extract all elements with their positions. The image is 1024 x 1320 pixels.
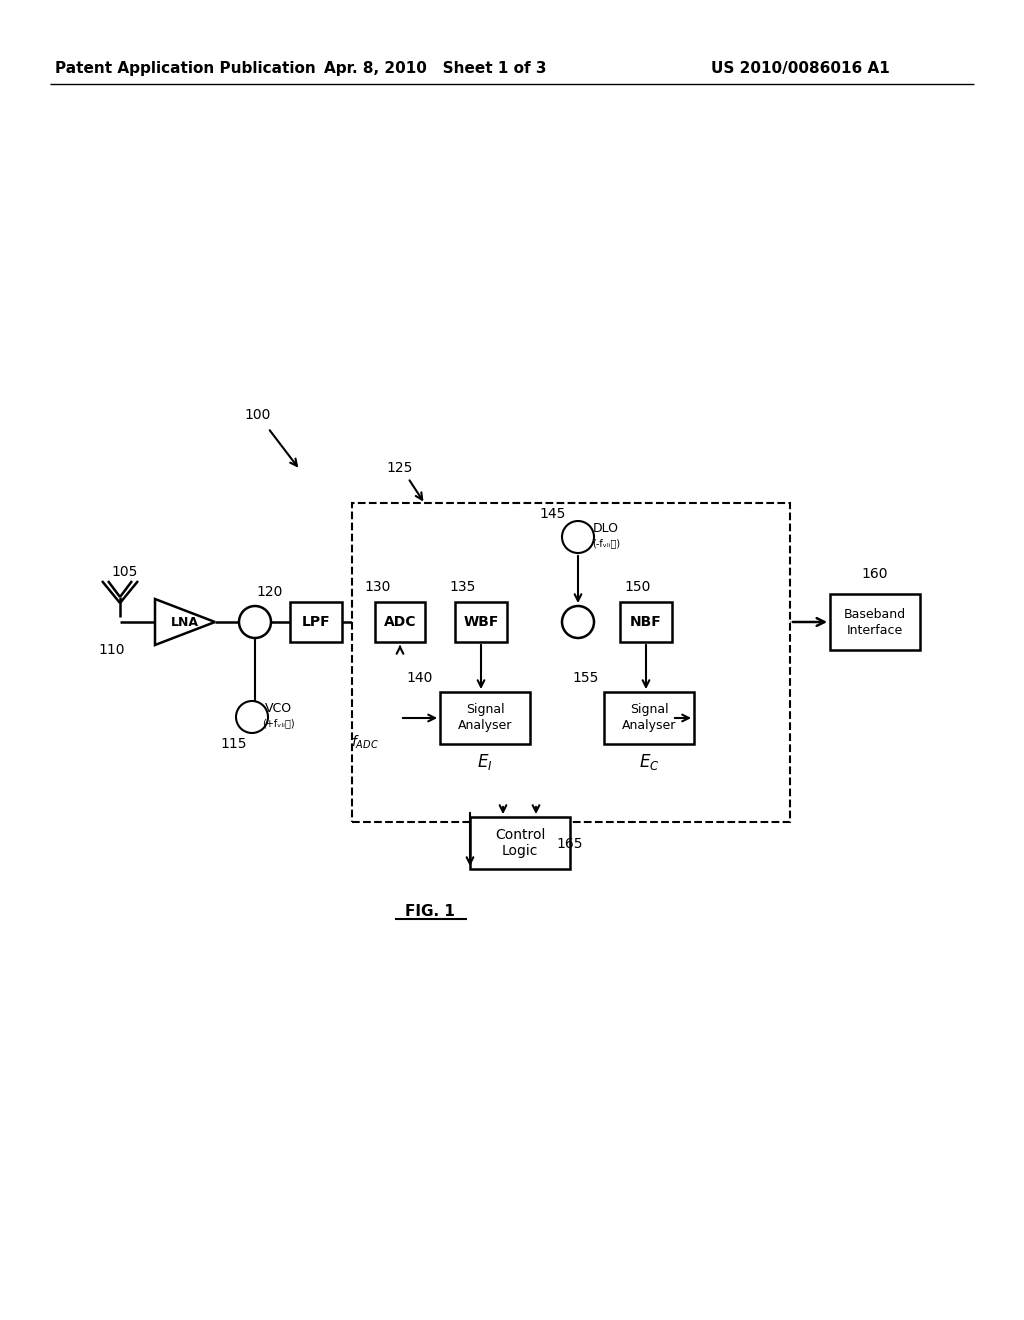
Circle shape bbox=[562, 606, 594, 638]
Text: 150: 150 bbox=[625, 579, 651, 594]
Text: 165: 165 bbox=[557, 837, 584, 851]
Text: 105: 105 bbox=[112, 565, 138, 579]
Text: Interface: Interface bbox=[847, 623, 903, 636]
Text: $E_I$: $E_I$ bbox=[477, 752, 493, 772]
Bar bbox=[620, 602, 672, 642]
Bar bbox=[604, 692, 694, 744]
Text: ADC: ADC bbox=[384, 615, 416, 630]
Text: NBF: NBF bbox=[630, 615, 662, 630]
Text: 140: 140 bbox=[407, 671, 433, 685]
Bar bbox=[470, 817, 570, 869]
Text: US 2010/0086016 A1: US 2010/0086016 A1 bbox=[711, 61, 890, 75]
Text: 160: 160 bbox=[862, 568, 888, 581]
Text: 125: 125 bbox=[387, 461, 414, 475]
Text: Patent Application Publication: Patent Application Publication bbox=[54, 61, 315, 75]
Text: 130: 130 bbox=[365, 579, 391, 594]
Bar bbox=[375, 602, 425, 642]
Circle shape bbox=[239, 606, 271, 638]
Text: (-fᵥₗᵢ⁦): (-fᵥₗᵢ⁦) bbox=[592, 539, 621, 548]
Polygon shape bbox=[155, 599, 215, 645]
Text: Control: Control bbox=[495, 828, 545, 842]
Text: LNA: LNA bbox=[171, 615, 199, 628]
Text: 145: 145 bbox=[540, 507, 566, 521]
Text: $E_C$: $E_C$ bbox=[639, 752, 659, 772]
Text: FIG. 1: FIG. 1 bbox=[406, 904, 455, 920]
Circle shape bbox=[236, 701, 268, 733]
Text: Analyser: Analyser bbox=[458, 719, 512, 733]
Text: VCO: VCO bbox=[264, 702, 292, 715]
Text: 120: 120 bbox=[257, 585, 284, 599]
Bar bbox=[290, 602, 342, 642]
Text: 110: 110 bbox=[98, 643, 125, 657]
Text: Analyser: Analyser bbox=[622, 719, 676, 733]
Text: WBF: WBF bbox=[463, 615, 499, 630]
Text: (+fᵥₗᵢ⁦): (+fᵥₗᵢ⁦) bbox=[262, 718, 294, 729]
Text: LPF: LPF bbox=[302, 615, 331, 630]
Bar bbox=[440, 692, 530, 744]
Text: $f_{ADC}$: $f_{ADC}$ bbox=[351, 734, 379, 751]
Bar bbox=[830, 594, 920, 649]
Bar bbox=[455, 602, 507, 642]
Circle shape bbox=[562, 521, 594, 553]
Text: Baseband: Baseband bbox=[844, 607, 906, 620]
Bar bbox=[352, 503, 790, 822]
Text: 155: 155 bbox=[572, 671, 599, 685]
Text: Logic: Logic bbox=[502, 843, 539, 858]
Text: Signal: Signal bbox=[466, 704, 504, 717]
Text: 135: 135 bbox=[450, 579, 476, 594]
Text: Signal: Signal bbox=[630, 704, 669, 717]
Text: 100: 100 bbox=[245, 408, 271, 422]
Text: Apr. 8, 2010   Sheet 1 of 3: Apr. 8, 2010 Sheet 1 of 3 bbox=[324, 61, 546, 75]
Text: 115: 115 bbox=[221, 737, 247, 751]
Text: DLO: DLO bbox=[593, 523, 618, 536]
